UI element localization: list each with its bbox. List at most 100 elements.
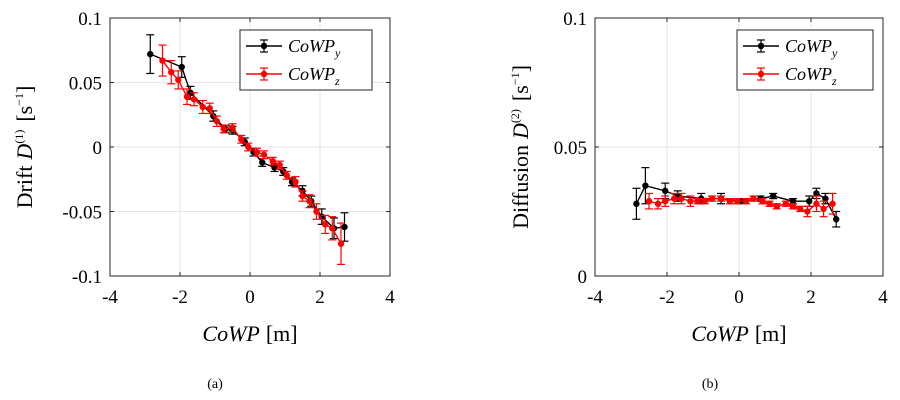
data-point (260, 151, 268, 158)
data-point (175, 76, 182, 84)
data-point (259, 159, 266, 166)
data-point (213, 118, 220, 125)
data-point (306, 197, 313, 205)
data-point (299, 192, 306, 200)
data-point (766, 200, 773, 207)
data-point (797, 205, 804, 213)
legend-name: CoWP (785, 36, 832, 56)
data-point (717, 195, 725, 202)
y-axis-unit: [s (12, 106, 37, 122)
data-point (159, 57, 166, 64)
data-point (662, 197, 669, 205)
data-point (147, 50, 154, 58)
data-point (822, 195, 829, 202)
x-tick-label: -4 (587, 287, 603, 308)
x-tick-label: 0 (245, 287, 255, 308)
data-point (662, 187, 669, 195)
data-point (734, 197, 741, 205)
legend-marker (757, 42, 765, 50)
legend-subscript: y (831, 46, 838, 60)
legend-subscript: z (334, 74, 340, 88)
legend-label: CoWPz (288, 64, 340, 88)
x-axis-unit: [m] (755, 321, 787, 346)
x-axis-unit: [m] (266, 321, 298, 346)
legend-name: CoWP (288, 64, 335, 84)
legend-marker (757, 70, 765, 78)
data-point (820, 205, 827, 213)
data-point (804, 208, 811, 215)
data-point (206, 105, 213, 112)
data-point (269, 157, 276, 165)
y-tick-label: 0 (578, 267, 588, 288)
data-point (773, 203, 780, 210)
data-point (806, 197, 813, 205)
x-axis-label: CoWP [m] (691, 321, 786, 346)
data-point (238, 136, 245, 143)
y-tick-label: 0 (93, 138, 103, 159)
data-point (220, 125, 227, 133)
data-point (341, 223, 348, 231)
legend-subscript: z (831, 74, 837, 88)
y-tick-label: -0.1 (72, 267, 102, 288)
x-tick-label: 2 (806, 287, 816, 308)
data-point (726, 197, 734, 205)
data-point (813, 190, 820, 197)
y-axis-superscript: (1) (12, 130, 26, 144)
legend-label: CoWPy (288, 36, 341, 60)
data-point (782, 200, 789, 207)
data-point (245, 143, 252, 151)
data-point (283, 172, 290, 179)
y-axis-unit-exponent: −1 (12, 93, 26, 106)
legend-name: CoWP (785, 64, 832, 84)
series-cowp-z (645, 192, 837, 218)
x-axis-symbol: CoWP (691, 321, 748, 346)
data-point (229, 124, 236, 131)
data-point (337, 240, 345, 247)
data-point (759, 197, 766, 205)
data-point (292, 178, 299, 186)
data-point (313, 208, 320, 215)
data-point (678, 195, 685, 202)
data-point (183, 93, 191, 100)
y-tick-label: 0.1 (563, 9, 587, 30)
x-axis-label: CoWP [m] (202, 321, 297, 346)
panel-caption: (a) (207, 377, 223, 392)
y-axis-unit: [s (508, 85, 533, 101)
y-axis-symbol: D (12, 144, 37, 161)
legend-name: CoWP (288, 36, 335, 56)
legend-marker (260, 70, 268, 78)
y-axis-label: Drift D(1) [s−1] (12, 86, 37, 209)
y-axis-symbol: D (508, 123, 533, 140)
series-cowp-z (158, 44, 345, 265)
y-tick-label: 0.05 (554, 138, 587, 159)
y-axis-superscript: (2) (508, 109, 522, 123)
data-point (276, 161, 283, 169)
y-axis-label: Diffusion D(2) [s−1] (508, 65, 533, 229)
x-tick-label: 4 (385, 287, 395, 308)
panel-caption: (b) (702, 377, 719, 392)
x-tick-label: -2 (659, 287, 675, 308)
plot-frame (594, 17, 884, 277)
y-axis-unit-exponent: −1 (508, 72, 522, 85)
data-point (322, 221, 329, 228)
plot-frame (109, 17, 391, 277)
legend-label: CoWPy (785, 36, 838, 60)
data-point (642, 182, 649, 189)
data-point (770, 192, 777, 200)
data-point (789, 197, 797, 205)
data-point (708, 195, 716, 202)
y-tick-label: 0.05 (69, 74, 102, 95)
data-point (253, 148, 261, 156)
x-tick-label: 0 (734, 287, 744, 308)
data-point (199, 103, 206, 111)
x-tick-label: 2 (315, 287, 325, 308)
x-tick-label: 4 (878, 287, 888, 308)
data-point (750, 195, 757, 202)
data-point (813, 200, 820, 207)
data-point (671, 195, 678, 202)
